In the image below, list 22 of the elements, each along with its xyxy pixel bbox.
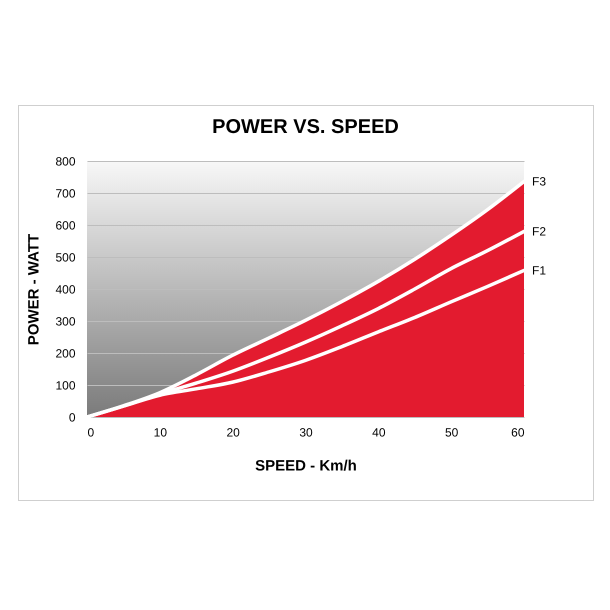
x-tick-label: 40 [372,426,386,440]
y-tick-label: 400 [55,282,76,296]
y-axis-title: POWER - WATT [25,234,42,346]
y-tick-label: 200 [55,346,76,360]
x-tick-label: 60 [511,426,525,440]
y-tick-label: 300 [55,314,76,328]
x-axis-title: SPEED - Km/h [255,458,357,474]
series-label: F1 [532,263,546,278]
series-label: F2 [532,224,546,238]
x-tick-label: 20 [226,426,240,440]
series-label: F3 [532,174,546,188]
y-tick-label: 600 [55,218,76,232]
x-tick-label: 50 [444,426,459,440]
y-tick-label: 800 [55,154,76,168]
x-tick-label: 30 [299,426,313,440]
y-tick-label: 0 [68,410,76,424]
y-tick-label: 100 [55,378,76,392]
y-tick-label: 700 [55,186,76,200]
x-tick-label: 0 [88,426,94,440]
x-tick-label: 10 [154,426,168,440]
chart-title: POWER VS. SPEED [212,116,399,138]
y-tick-label: 500 [55,250,76,264]
